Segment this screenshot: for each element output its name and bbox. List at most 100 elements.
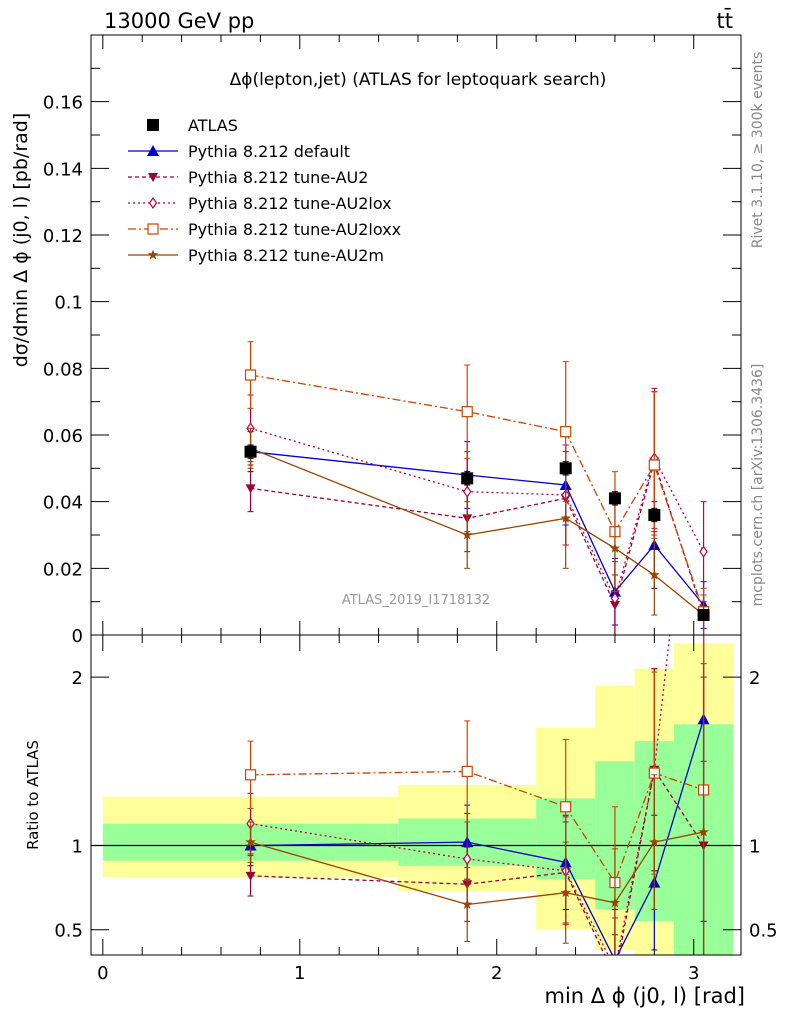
series-pythia-8-212-tune-au2loxx [244,341,710,636]
watermark: ATLAS_2019_I1718132 [342,593,490,608]
data-point [648,459,660,471]
legend-marker [147,145,159,156]
ratio-series-pythia-8-212-tune-au2m [245,663,709,955]
data-point [461,472,474,485]
ratio-point [560,887,571,898]
ratio-point [245,871,256,881]
process-label: tt̄ [717,8,733,33]
ratio-point [462,852,472,866]
main-ytick-label: 0.1 [54,293,83,314]
legend-marker [147,249,159,260]
legend-label: Pythia 8.212 default [188,142,350,161]
ratio-point [461,898,473,909]
ratio-point [610,973,620,982]
ratio-clip-group [244,335,710,982]
data-point [608,492,621,505]
ratio-xtick-label: 3 [688,963,699,984]
ratio-xtick-label: 0 [97,963,108,984]
ratio-xtick-label: 2 [491,963,502,984]
legend-item-pythia-8-212-tune-au2loxx: Pythia 8.212 tune-AU2loxx [128,220,401,239]
legend-marker [147,223,159,235]
ratio-point [700,335,707,345]
main-ylabel: dσ/dmin Δ ϕ (j0, l) [pb/rad] [10,113,32,368]
legend-marker [147,119,159,131]
series-line [250,459,705,616]
ratio-line [250,768,705,955]
xlabel: min Δ ϕ (j0, l) [rad] [544,984,745,1008]
data-point [560,512,571,523]
main-axes: 0 0.02 0.04 0.06 0.08 0.1 0.12 0.14 0.16 [43,35,741,647]
main-ytick-label: 0.08 [43,359,83,380]
main-ytick-label: 0.06 [43,426,83,447]
data-point [461,529,473,540]
main-ytick-label: 0.02 [43,559,83,580]
data-point [697,609,710,621]
data-point [244,369,257,381]
ratio-point [245,836,256,847]
ratio-line [250,719,705,955]
data-point [245,484,256,494]
ratio-line [250,831,704,906]
legend-label: Pythia 8.212 tune-AU2 [188,168,368,187]
energy-label: 13000 GeV pp [104,9,254,33]
main-ytick-label: 0.04 [43,493,83,514]
data-point [244,445,257,458]
series-line [250,374,705,612]
ratio-axes: 0.5 0.5 1 1 2 2 0 1 2 3 [54,635,778,984]
ratio-bands [91,643,741,955]
series-atlas [244,444,710,621]
data-point [649,569,660,580]
main-ytick-label: 0.12 [43,226,83,247]
legend-label: ATLAS [188,116,238,135]
ratio-point [698,826,709,837]
series-line [250,447,704,616]
data-point [461,406,473,418]
data-point [648,509,661,521]
ratio-point [244,769,257,781]
mcplots-label: mcplots.cern.ch [arXiv:1306.3436] [750,364,766,607]
ratio-ytick-label-right: 2 [749,668,760,689]
data-point [610,592,620,605]
ratio-point [461,765,473,778]
legend-item-pythia-8-212-tune-au2m: Pythia 8.212 tune-AU2m [128,246,384,265]
ratio-ytick-label-right: 0.5 [749,921,778,942]
legend-item-pythia-8-212-default: Pythia 8.212 default [128,142,350,161]
ratio-point [609,897,621,908]
ratio-point [614,954,616,955]
ratio-point [649,836,660,847]
ratio-point [611,963,618,973]
ratio-ytick-label-right: 1 [749,837,760,858]
ratio-ylabel: Ratio to ATLAS [24,740,42,850]
legend-marker [148,173,158,182]
ratio-ytick-label: 2 [72,668,83,689]
ratio-ytick-label: 0.5 [54,921,83,942]
ratio-xtick-label: 1 [294,963,305,984]
main-series-layer [244,341,710,636]
ratio-ytick-label: 1 [72,837,83,858]
legend: ATLAS Pythia 8.212 default Pythia 8.212 tu… [128,116,401,265]
data-point [699,545,708,558]
legend-marker [148,196,158,210]
data-point [560,426,572,438]
main-ytick-label: 0.16 [43,93,83,114]
main-title: Δϕ(lepton,jet) (ATLAS for leptoquark sea… [230,70,607,90]
data-point [609,542,621,553]
legend-label: Pythia 8.212 tune-AU2m [188,246,384,265]
ratio-frame [90,634,742,956]
data-point [559,462,572,475]
legend-item-pythia-8-212-tune-au2lox: Pythia 8.212 tune-AU2lox [128,194,392,213]
main-ytick-label: 0 [72,626,83,647]
ratio-point [560,801,572,813]
data-point [462,485,472,498]
ratio-line [250,770,704,885]
rivet-label: Rivet 3.1.10, ≥ 300k events [750,52,766,249]
legend-label: Pythia 8.212 tune-AU2lox [188,194,392,213]
legend-label: Pythia 8.212 tune-AU2loxx [188,220,401,239]
ratio-series-layer [244,335,710,982]
main-ytick-label: 0.14 [43,159,83,180]
series-line [250,451,705,606]
legend-item-atlas: ATLAS [147,116,238,135]
series-line [250,427,705,601]
legend-item-pythia-8-212-tune-au2: Pythia 8.212 tune-AU2 [128,168,368,187]
